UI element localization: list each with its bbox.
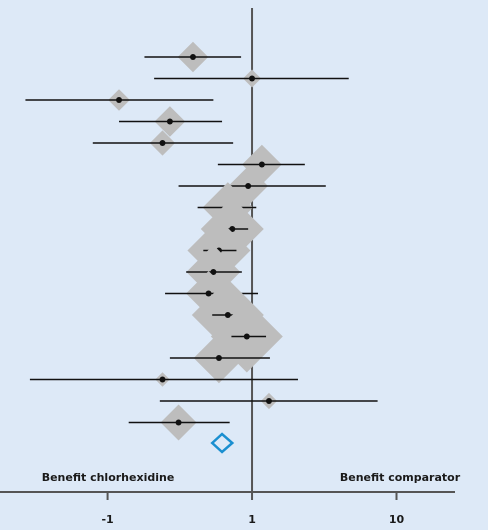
point-estimate	[175, 419, 182, 426]
x-tick-label: 10	[389, 513, 405, 526]
point-estimate	[210, 269, 217, 275]
x-tick-label: 1	[248, 513, 256, 526]
point-estimate	[249, 75, 256, 82]
point-estimate	[229, 226, 236, 232]
point-estimate	[205, 290, 212, 297]
point-estimate	[215, 355, 222, 361]
point-estimate	[265, 398, 272, 404]
point-estimate	[116, 97, 123, 103]
point-estimate	[189, 54, 196, 60]
point-estimate	[159, 376, 166, 383]
point-estimate	[166, 118, 173, 125]
summary-diamond	[210, 432, 235, 454]
right-annotation: Benefit comparator	[340, 471, 461, 484]
point-estimate	[159, 140, 166, 146]
point-estimate	[258, 161, 265, 168]
point-estimate	[224, 312, 231, 318]
left-annotation: Benefit chlorhexidine	[42, 471, 175, 484]
x-tick-label: -1	[101, 513, 113, 526]
point-estimate	[245, 183, 252, 189]
point-estimate	[243, 333, 250, 340]
